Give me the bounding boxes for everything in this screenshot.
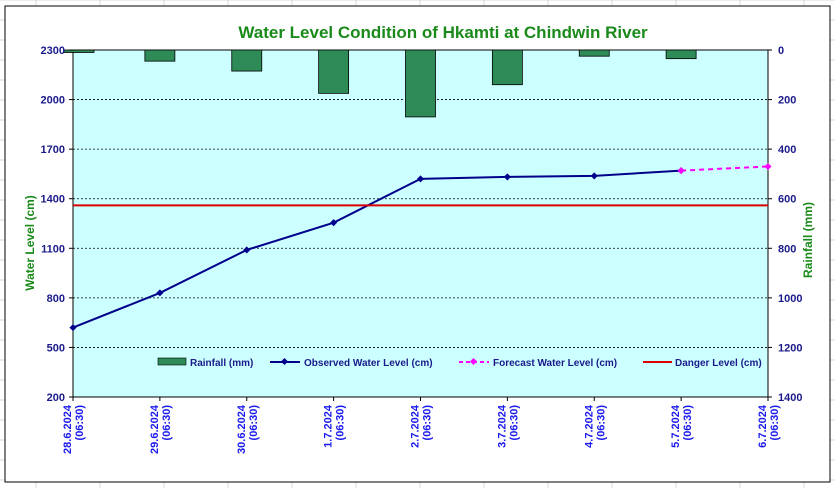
legend-forecast-marker [469,357,478,366]
left-tick-label: 1100 [41,243,65,255]
x-tick-group: 1.7.2024 (06:30) [323,404,347,448]
x-tick-time: (06:30) [769,405,781,441]
x-tick-group: 30.6.2024 (06:30) [236,404,260,454]
x-tick-time: (06:30) [335,405,347,441]
left-tick-label: 500 [47,342,65,354]
right-tick-label: 800 [778,243,796,255]
right-tick-label: 600 [778,194,796,206]
x-tick-date: 29.6.2024 [149,404,161,454]
rainfall-bar [491,49,523,86]
left-tick-label: 800 [47,293,65,305]
observed-point [590,172,598,180]
x-tick-date: 3.7.2024 [496,404,508,448]
x-tick-date: 2.7.2024 [410,404,422,448]
right-tick-label: 1400 [778,392,802,404]
right-tick-label: 0 [778,45,784,57]
left-tick-label: 1400 [41,194,65,206]
rainfall-bar [405,49,436,118]
x-tick-group: 2.7.2024 (06:30) [410,404,434,448]
series-lines [72,165,769,329]
chart-title: Water Level Condition of Hkamti at Chind… [238,23,648,42]
left-tick-label: 2300 [41,45,65,57]
legend-rainfall-label: Rainfall (mm) [190,358,253,369]
x-tick-date: 5.7.2024 [670,404,682,448]
x-tick-time: (06:30) [74,405,86,441]
x-tick-date: 1.7.2024 [323,404,335,448]
left-axis-ticks: 200 500 800 1100 1400 1700 2000 2300 [41,45,73,404]
observed-point [330,219,338,227]
series-points [69,162,772,332]
x-tick-time: (06:30) [248,405,260,441]
observed-point [503,173,511,181]
x-tick-group: 28.6.2024 (06:30) [62,404,86,454]
observed-point [156,289,164,297]
left-axis-title: Water Level (cm) [23,195,37,291]
legend-observed-label: Observed Water Level (cm) [304,358,433,369]
x-tick-group: 4.7.2024 (06:30) [583,404,607,448]
rainfall-bar [578,49,610,57]
right-tick-label: 1200 [778,342,802,354]
forecast-water-level-line [681,165,769,172]
forecast-point [764,162,772,171]
legend: Rainfall (mm) Observed Water Level (cm) … [157,357,762,369]
right-tick-label: 400 [778,144,796,156]
observed-water-level-line [72,169,682,329]
observed-point [416,175,425,183]
x-tick-group: 6.7.2024 (06:30) [757,404,781,448]
x-tick-date: 28.6.2024 [62,404,74,454]
legend-observed-marker [280,357,289,366]
observed-point [243,246,251,254]
rainfall-bar [144,49,176,62]
x-tick-time: (06:30) [161,405,173,441]
left-tick-label: 1700 [41,144,65,156]
rainfall-bar [318,49,350,94]
forecast-point [677,167,685,175]
right-tick-label: 200 [778,95,796,107]
legend-danger-label: Danger Level (cm) [675,358,762,369]
observed-point [69,324,77,332]
x-tick-time: (06:30) [508,405,520,441]
x-tick-group: 29.6.2024 (06:30) [149,404,173,454]
x-axis-ticks: 28.6.2024 (06:30) 29.6.2024 (06:30) 30.6.202… [62,397,781,454]
legend-forecast-label: Forecast Water Level (cm) [493,358,617,369]
x-tick-time: (06:30) [422,405,434,441]
left-tick-label: 2000 [41,95,65,107]
x-tick-date: 30.6.2024 [236,404,248,454]
legend-rainfall-swatch [157,357,187,366]
rainfall-bar [63,49,95,53]
x-tick-date: 4.7.2024 [583,404,595,448]
right-tick-label: 1000 [778,293,802,305]
x-tick-time: (06:30) [682,405,694,441]
x-tick-date: 6.7.2024 [757,404,769,448]
x-tick-group: 5.7.2024 (06:30) [670,404,694,448]
left-tick-label: 200 [47,392,65,404]
x-tick-group: 3.7.2024 (06:30) [496,404,520,448]
x-tick-time: (06:30) [595,405,607,441]
rainfall-bar [231,49,263,72]
rainfall-bar [665,49,697,60]
right-axis-title: Rainfall (mm) [801,202,815,278]
right-axis-ticks: 0 200 400 600 800 1000 1200 1400 [768,45,802,404]
rainfall-bars [63,49,697,118]
